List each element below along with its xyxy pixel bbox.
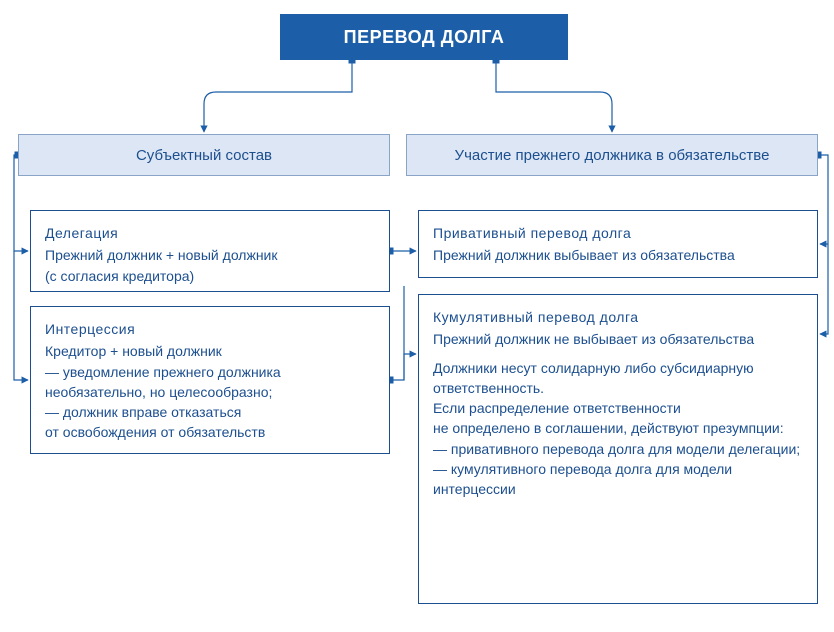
root-node: ПЕРЕВОД ДОЛГА (280, 14, 568, 60)
delegation-node: Делегация Прежний должник + новый должни… (30, 210, 390, 292)
header-right-label: Участие прежнего должника в обязательств… (455, 147, 770, 164)
cumulative-node: Кумулятивный перевод долга Прежний должн… (418, 294, 818, 604)
intercession-node: Интерцессия Кредитор + новый должник — у… (30, 306, 390, 454)
privative-title: Привативный перевод долга (433, 223, 631, 243)
header-left-label: Субъектный состав (136, 147, 272, 164)
cumulative-title: Кумулятивный перевод долга (433, 307, 639, 327)
intercession-body: Кредитор + новый должник — уведомление п… (45, 341, 375, 442)
header-left: Субъектный состав (18, 134, 390, 176)
privative-body: Прежний должник выбывает из обязательств… (433, 245, 735, 265)
delegation-title: Делегация (45, 223, 118, 243)
root-label: ПЕРЕВОД ДОЛГА (344, 27, 505, 48)
delegation-body: Прежний должник + новый должник (с согла… (45, 245, 278, 286)
privative-node: Привативный перевод долга Прежний должни… (418, 210, 818, 278)
cumulative-body-top: Прежний должник не выбывает из обязатель… (433, 329, 754, 349)
header-right: Участие прежнего должника в обязательств… (406, 134, 818, 176)
cumulative-body-bottom: Должники несут солидарную либо субсидиар… (433, 358, 803, 500)
intercession-title: Интерцессия (45, 319, 135, 339)
